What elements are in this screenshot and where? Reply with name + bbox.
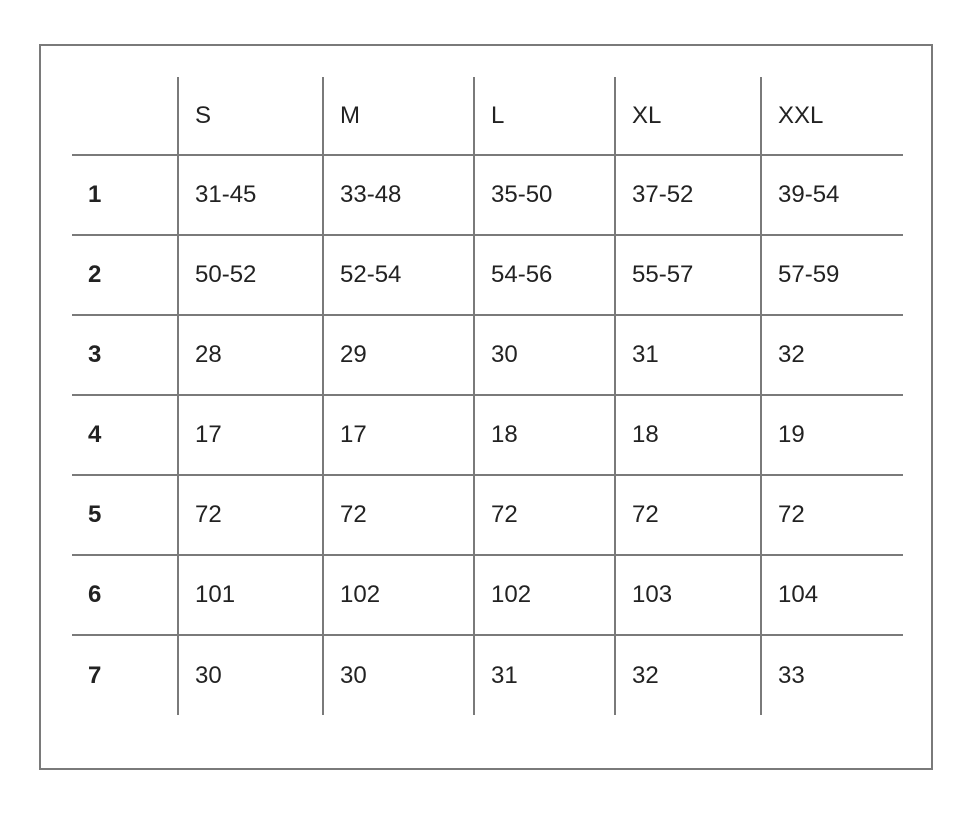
table-cell: 104 bbox=[760, 554, 903, 635]
column-header bbox=[72, 77, 178, 155]
table-cell: 57-59 bbox=[760, 234, 903, 315]
table-cell: 17 bbox=[177, 394, 323, 475]
table-cell: 102 bbox=[473, 554, 615, 635]
table-cell: 101 bbox=[177, 554, 323, 635]
column-header: L bbox=[473, 77, 615, 155]
table-cell: 28 bbox=[177, 314, 323, 395]
row-label: 7 bbox=[72, 634, 178, 715]
column-header: S bbox=[177, 77, 323, 155]
table-cell: 17 bbox=[322, 394, 474, 475]
table-cell: 37-52 bbox=[614, 154, 761, 235]
table-cell: 35-50 bbox=[473, 154, 615, 235]
table-cell: 30 bbox=[177, 634, 323, 715]
table-cell: 29 bbox=[322, 314, 474, 395]
table-row: 3 28 29 30 31 32 bbox=[72, 314, 903, 395]
table-cell: 54-56 bbox=[473, 234, 615, 315]
row-label: 6 bbox=[72, 554, 178, 635]
table-cell: 72 bbox=[177, 474, 323, 555]
row-label: 1 bbox=[72, 154, 178, 235]
row-label: 3 bbox=[72, 314, 178, 395]
row-label: 2 bbox=[72, 234, 178, 315]
table-cell: 30 bbox=[473, 314, 615, 395]
table-row: 1 31-45 33-48 35-50 37-52 39-54 bbox=[72, 154, 903, 235]
table-cell: 18 bbox=[614, 394, 761, 475]
table-cell: 103 bbox=[614, 554, 761, 635]
table-cell: 39-54 bbox=[760, 154, 903, 235]
table-cell: 33 bbox=[760, 634, 903, 715]
table-cell: 72 bbox=[760, 474, 903, 555]
row-label: 4 bbox=[72, 394, 178, 475]
table-cell: 72 bbox=[614, 474, 761, 555]
table-row: 7 30 30 31 32 33 bbox=[72, 634, 903, 715]
table-cell: 55-57 bbox=[614, 234, 761, 315]
table-cell: 18 bbox=[473, 394, 615, 475]
table-cell: 31 bbox=[473, 634, 615, 715]
column-header: XXL bbox=[760, 77, 903, 155]
table-cell: 33-48 bbox=[322, 154, 474, 235]
row-label: 5 bbox=[72, 474, 178, 555]
column-header: XL bbox=[614, 77, 761, 155]
header-row: S M L XL XXL bbox=[72, 77, 903, 155]
size-chart-table: S M L XL XXL 1 31-45 33-48 35-50 37-52 39-54 2 50-52… bbox=[72, 77, 903, 715]
table-cell: 31-45 bbox=[177, 154, 323, 235]
table-cell: 31 bbox=[614, 314, 761, 395]
table-cell: 30 bbox=[322, 634, 474, 715]
column-header: M bbox=[322, 77, 474, 155]
table-cell: 19 bbox=[760, 394, 903, 475]
table-cell: 72 bbox=[322, 474, 474, 555]
table-cell: 32 bbox=[760, 314, 903, 395]
table-cell: 102 bbox=[322, 554, 474, 635]
table-row: 5 72 72 72 72 72 bbox=[72, 474, 903, 555]
table-row: 6 101 102 102 103 104 bbox=[72, 554, 903, 635]
table-cell: 72 bbox=[473, 474, 615, 555]
table-cell: 50-52 bbox=[177, 234, 323, 315]
size-chart-frame bbox=[39, 44, 933, 770]
table-row: 4 17 17 18 18 19 bbox=[72, 394, 903, 475]
table-row: 2 50-52 52-54 54-56 55-57 57-59 bbox=[72, 234, 903, 315]
table-cell: 32 bbox=[614, 634, 761, 715]
table-cell: 52-54 bbox=[322, 234, 474, 315]
